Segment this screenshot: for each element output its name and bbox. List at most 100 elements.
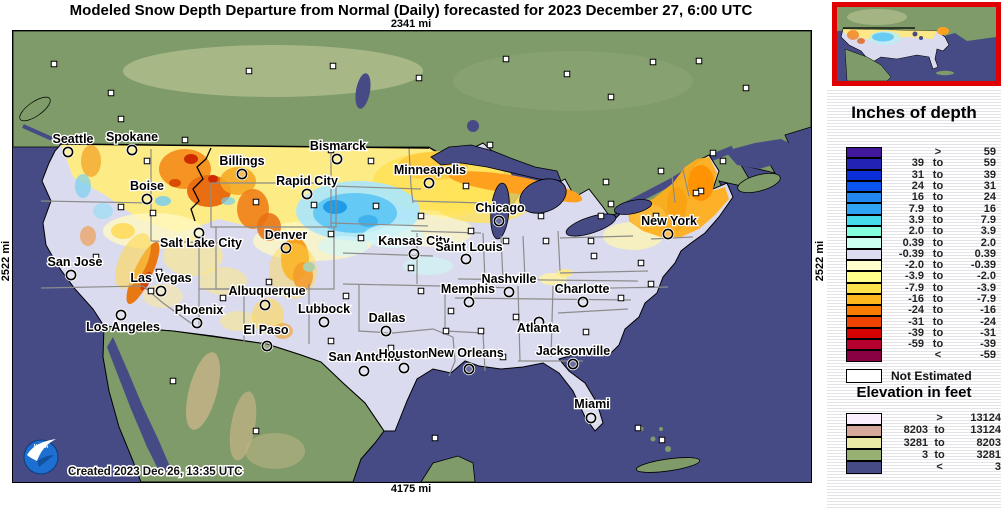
legend-operator: to <box>932 338 944 351</box>
city-marker[interactable] <box>533 316 545 328</box>
city-marker[interactable] <box>493 215 505 227</box>
station-marker <box>499 353 507 361</box>
city-label: Lubbock <box>298 302 350 316</box>
city-marker[interactable] <box>398 362 410 374</box>
city-label: Bismarck <box>310 139 366 153</box>
inset-overview-map[interactable] <box>832 2 1001 86</box>
city-marker[interactable] <box>423 177 435 189</box>
station-marker <box>117 203 125 211</box>
city-marker[interactable] <box>460 253 472 265</box>
city-label: Los Angeles <box>86 320 160 334</box>
city-marker[interactable] <box>408 248 420 260</box>
legend-low-value: 3.9 <box>908 213 924 226</box>
legend-operator: > <box>936 412 943 425</box>
legend-row: 31 to 39 <box>827 169 1001 181</box>
legend-high-value: -39 <box>980 338 996 351</box>
city-marker[interactable] <box>236 168 248 180</box>
city-label: Las Vegas <box>130 271 191 285</box>
legend-swatch <box>846 424 882 438</box>
legend-row: 2.0 to 3.9 <box>827 225 1001 238</box>
legend-row: 0.39 to 2.0 <box>827 236 1001 249</box>
station-marker <box>502 55 510 63</box>
city-marker[interactable] <box>259 299 271 311</box>
station-marker <box>219 294 227 302</box>
not-estimated-swatch <box>846 369 882 384</box>
city-marker[interactable] <box>585 412 597 424</box>
city-marker[interactable] <box>62 146 74 158</box>
station-marker <box>607 200 615 208</box>
city-marker[interactable] <box>261 340 273 352</box>
legend-swatch <box>846 293 882 306</box>
station-marker <box>407 264 415 272</box>
station-marker <box>563 70 571 78</box>
city-label: Chicago <box>475 201 525 215</box>
station-marker <box>502 237 510 245</box>
snow-depth-map[interactable]: Seattle Spokane Billings Bismarck Rapid City… <box>12 30 812 483</box>
legend-low-value: 3281 <box>903 436 929 449</box>
station-marker <box>477 327 485 335</box>
station-marker <box>658 436 666 444</box>
legend-high-value: 0.39 <box>974 247 996 260</box>
station-marker <box>149 209 157 217</box>
city-label: Atlanta <box>517 321 560 335</box>
city-marker[interactable] <box>567 358 579 370</box>
city-marker[interactable] <box>141 193 153 205</box>
city-marker[interactable] <box>193 227 205 239</box>
city-marker[interactable] <box>662 228 674 240</box>
legend-low-value: 2.0 <box>908 225 924 238</box>
city-marker[interactable] <box>301 188 313 200</box>
legend-operator: to <box>932 326 944 339</box>
city-labels: Seattle Spokane Billings Bismarck Rapid City… <box>46 129 698 413</box>
legend-swatch <box>846 248 882 260</box>
legend-row: <3 <box>827 460 1001 474</box>
legend-swatch <box>846 180 882 193</box>
city-label: Memphis <box>441 282 495 296</box>
legend-high-value: -31 <box>980 326 996 339</box>
city-marker[interactable] <box>503 286 515 298</box>
station-marker <box>649 58 657 66</box>
station-marker <box>709 149 717 157</box>
legend-row: 3.9 to 7.9 <box>827 213 1001 227</box>
city-marker[interactable] <box>191 317 203 329</box>
city-marker[interactable] <box>155 285 167 297</box>
city-marker[interactable] <box>115 309 127 321</box>
station-marker <box>372 202 380 210</box>
station-marker <box>327 230 335 238</box>
station-marker <box>647 280 655 288</box>
city-marker[interactable] <box>463 363 475 375</box>
legend-low-value: 0.39 <box>902 236 924 249</box>
legend-high-value: 7.9 <box>980 213 996 226</box>
city-marker[interactable] <box>463 296 475 308</box>
legend-operator: to <box>932 202 944 215</box>
city-marker[interactable] <box>65 269 77 281</box>
legend-high-value: -7.9 <box>977 293 996 305</box>
city-marker[interactable] <box>126 144 138 156</box>
city-label: San Antonio <box>328 350 402 364</box>
city-label: New York <box>641 214 697 228</box>
city-marker[interactable] <box>577 296 589 308</box>
legend-low-value: -2.0 <box>905 259 924 272</box>
map-title: Modeled Snow Depth Departure from Normal… <box>69 2 753 19</box>
legend-high-value: 3 <box>994 460 1001 473</box>
legend-row: 24 to 31 <box>827 180 1001 193</box>
legend-low-value: -59 <box>908 338 924 351</box>
station-marker <box>431 434 439 442</box>
legend-row: >13124 <box>827 412 1001 425</box>
legend-low-value: -16 <box>908 293 924 305</box>
legend-high-value: 3281 <box>976 448 1001 461</box>
city-marker[interactable] <box>331 153 343 165</box>
legend-swatch <box>846 461 882 474</box>
city-marker[interactable] <box>380 325 392 337</box>
city-marker[interactable] <box>358 365 370 377</box>
legend-row: -24 to -16 <box>827 305 1001 317</box>
city-marker[interactable] <box>280 242 292 254</box>
legend-high-value: 3.9 <box>980 225 996 238</box>
legend-swatch <box>846 259 882 272</box>
city-marker[interactable] <box>318 316 330 328</box>
legend-high-value: 8203 <box>976 436 1001 449</box>
station-marker <box>329 62 337 70</box>
station-marker <box>512 313 520 321</box>
legend-swatch <box>846 158 882 170</box>
station-marker <box>637 259 645 267</box>
legend-operator: to <box>932 281 944 294</box>
